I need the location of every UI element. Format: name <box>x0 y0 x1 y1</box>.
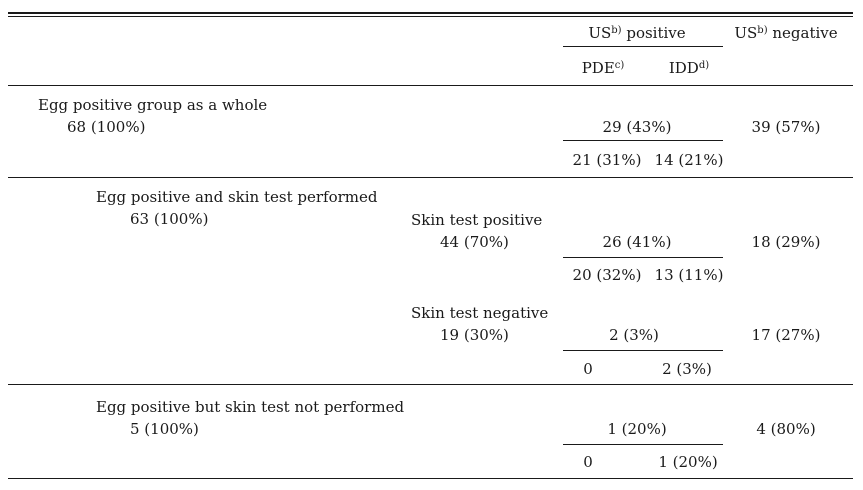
section-rule-1 <box>8 177 853 178</box>
row-skin-positive-count: 44 (70%) <box>440 233 509 251</box>
row-skin-performed-label: Egg positive and skin test performed <box>96 188 378 206</box>
header-us-positive-rule <box>563 46 723 47</box>
row-skin-positive-us-positive: 26 (41%) <box>602 233 672 251</box>
row-skin-positive-us-negative: 18 (29%) <box>751 233 821 251</box>
row-skin-not-performed-label: Egg positive but skin test not performed <box>96 398 405 416</box>
row-skin-negative-idd: 2 (3%) <box>662 360 712 378</box>
row-skin-positive-label: Skin test positive <box>411 211 543 229</box>
header-pde: PDEc) <box>581 59 625 77</box>
header-idd: IDDd) <box>668 59 710 77</box>
row-group-whole-us-positive: 29 (43%) <box>602 118 672 136</box>
row-skin-negative-label: Skin test negative <box>411 304 549 322</box>
top-rule-inner <box>8 16 853 17</box>
row-skin-negative-us-positive: 2 (3%) <box>609 326 659 344</box>
row-skin-positive-split-rule <box>563 257 723 258</box>
row-skin-positive-pde: 20 (32%) <box>572 266 642 284</box>
row-group-whole-idd: 14 (21%) <box>654 151 724 169</box>
row-group-whole-label: Egg positive group as a whole <box>38 96 268 114</box>
row-group-whole-us-negative: 39 (57%) <box>751 118 821 136</box>
row-skin-negative-us-negative: 17 (27%) <box>751 326 821 344</box>
row-skin-negative-count: 19 (30%) <box>440 326 509 344</box>
row-skin-negative-pde: 0 <box>583 360 593 378</box>
row-skin-not-performed-idd: 1 (20%) <box>658 453 718 471</box>
row-skin-not-performed-count: 5 (100%) <box>130 420 199 438</box>
row-group-whole-split-rule <box>563 140 723 141</box>
row-skin-positive-idd: 13 (11%) <box>654 266 724 284</box>
bottom-rule <box>8 478 853 479</box>
row-skin-not-performed-us-negative: 4 (80%) <box>756 420 816 438</box>
row-group-whole-pde: 21 (31%) <box>572 151 642 169</box>
row-skin-not-performed-us-positive: 1 (20%) <box>607 420 667 438</box>
header-us-positive: USb) positive <box>588 24 686 42</box>
row-skin-negative-split-rule <box>563 350 723 351</box>
section-rule-2 <box>8 384 853 385</box>
row-group-whole-count: 68 (100%) <box>67 118 146 136</box>
header-bottom-rule <box>8 85 853 86</box>
top-rule-outer <box>8 12 853 14</box>
row-skin-performed-count: 63 (100%) <box>130 210 209 228</box>
header-us-negative: USb) negative <box>734 24 838 42</box>
row-skin-not-performed-split-rule <box>563 444 723 445</box>
row-skin-not-performed-pde: 0 <box>583 453 593 471</box>
